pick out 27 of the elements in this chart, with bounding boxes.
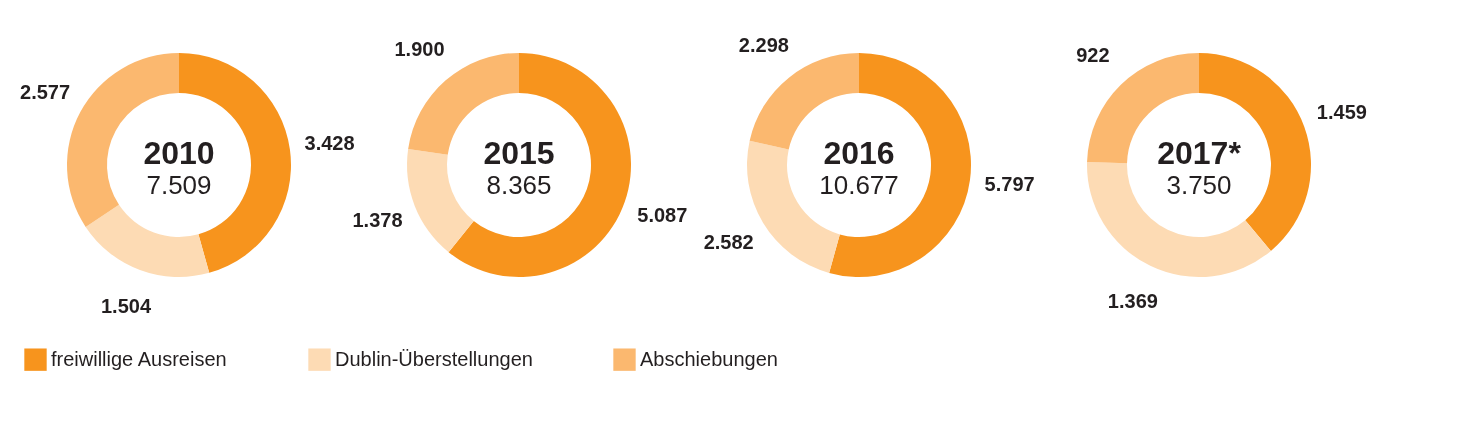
text: 2016 bbox=[823, 135, 895, 171]
data-label: 5.797 bbox=[984, 173, 1035, 196]
data-label: 1.369 bbox=[1107, 289, 1158, 312]
legend-label: Dublin-Überstellungen bbox=[335, 347, 533, 370]
legend-label: Abschiebungen bbox=[640, 347, 778, 370]
text: 2010 bbox=[143, 135, 215, 171]
data-label: 3.428 bbox=[304, 132, 355, 155]
text: 2015 bbox=[483, 135, 555, 171]
donut-slice bbox=[407, 148, 474, 253]
data-label: 922 bbox=[1076, 44, 1110, 67]
donut-slice bbox=[1087, 162, 1271, 277]
legend-label: freiwillige Ausreisen bbox=[51, 347, 227, 370]
text: 8.365 bbox=[486, 170, 552, 200]
donut-slice bbox=[448, 53, 631, 277]
data-label: 2.577 bbox=[20, 81, 71, 104]
data-label: 1.459 bbox=[1316, 101, 1367, 124]
text: 7.509 bbox=[146, 170, 212, 200]
text: 2017* bbox=[1157, 135, 1242, 171]
data-label: 5.087 bbox=[637, 203, 688, 226]
text: 10.677 bbox=[819, 170, 899, 200]
data-label: 1.900 bbox=[394, 38, 445, 61]
text: 3.750 bbox=[1166, 170, 1232, 200]
data-label: 2.582 bbox=[703, 231, 754, 254]
data-label: 1.378 bbox=[352, 208, 403, 231]
data-label: 2.298 bbox=[738, 34, 789, 57]
data-label: 1.504 bbox=[100, 295, 152, 318]
donut-slice bbox=[85, 204, 210, 277]
